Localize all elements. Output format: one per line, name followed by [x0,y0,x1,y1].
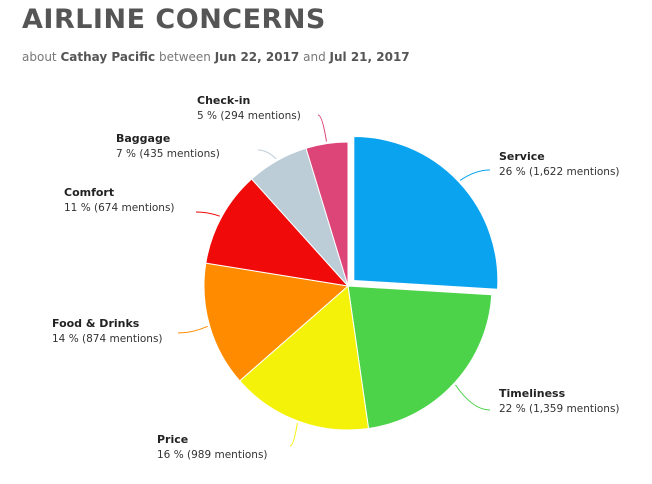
airline-name: Cathay Pacific [60,50,156,64]
leader-line-baggage [257,149,277,160]
chart-subtitle: about Cathay Pacific between Jun 22, 201… [22,50,410,64]
slice-label-price: Price [157,433,188,446]
slice-label-baggage: Baggage [116,132,170,145]
slice-label-comfort: Comfort [64,186,114,199]
slice-value-timeliness: 22 % (1,359 mentions) [499,403,620,415]
date-start: Jun 22, 2017 [214,50,300,64]
slice-value-service: 26 % (1,622 mentions) [499,166,620,178]
slice-value-check-in: 5 % (294 mentions) [197,110,301,122]
leader-line-price [289,422,298,447]
chart-title: AIRLINE CONCERNS [22,4,326,35]
slice-value-comfort: 11 % (674 mentions) [64,202,175,214]
pie-slice-food-and-drinks[interactable] [203,262,350,382]
slice-label-service: Service [499,150,545,163]
slice-label-check-in: Check-in [197,94,250,107]
leader-line-timeliness [455,384,491,411]
subtitle-between: between [159,50,211,64]
slice-value-food-and-drinks: 14 % (874 mentions) [52,333,163,345]
pie-slice-timeliness[interactable] [347,285,493,430]
date-end: Jul 21, 2017 [329,50,410,64]
subtitle-prefix: about [22,50,57,64]
subtitle-and: and [303,50,326,64]
leader-line-service [459,169,491,181]
slice-value-price: 16 % (989 mentions) [157,449,268,461]
pie-slice-price[interactable] [238,285,370,431]
leader-line-check-in [317,114,327,142]
slice-value-baggage: 7 % (435 mentions) [116,148,220,160]
pie-slice-comfort[interactable] [205,178,350,287]
leader-line-comfort [195,211,220,217]
pie-slice-check-in[interactable] [305,141,349,287]
slice-label-timeliness: Timeliness [499,387,566,400]
slice-label-food-and-drinks: Food & Drinks [52,317,140,330]
leader-line-food-and-drinks [177,325,208,334]
pie-slice-service[interactable] [353,136,499,290]
